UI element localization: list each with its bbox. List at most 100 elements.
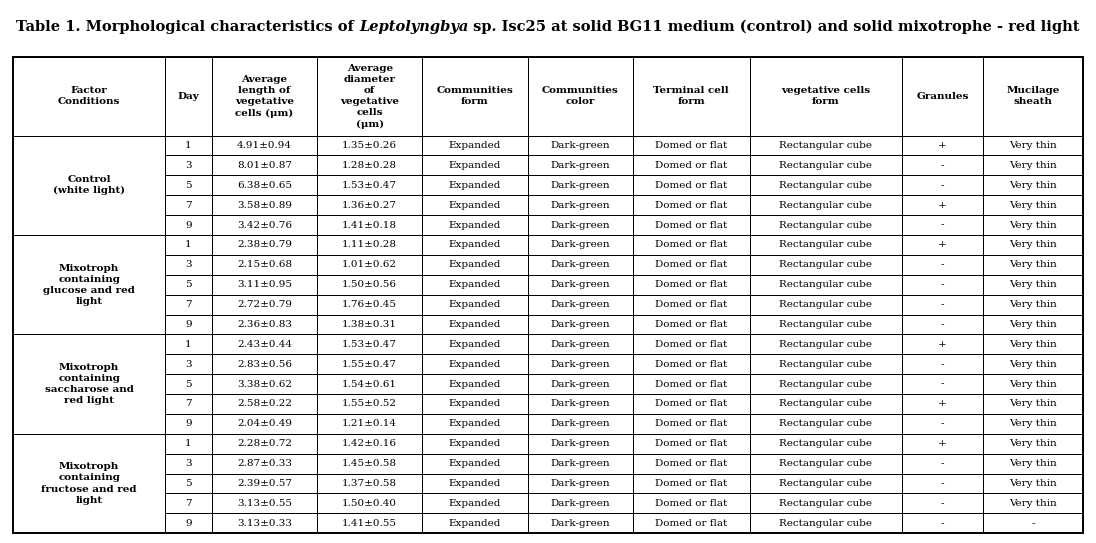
Bar xyxy=(902,374,983,394)
Text: Very thin: Very thin xyxy=(1009,201,1057,210)
Text: Mucilage
sheath: Mucilage sheath xyxy=(1006,86,1060,106)
Text: 1.76±0.45: 1.76±0.45 xyxy=(342,300,397,309)
Bar xyxy=(632,155,750,175)
Text: Domed or flat: Domed or flat xyxy=(655,300,728,309)
Text: Rectangular cube: Rectangular cube xyxy=(779,419,872,428)
Bar xyxy=(422,136,527,155)
Text: Domed or flat: Domed or flat xyxy=(655,280,728,289)
Text: sp. Isc25 at solid BG11 medium (control) and solid mixotrophe - red light: sp. Isc25 at solid BG11 medium (control)… xyxy=(468,20,1080,34)
Bar xyxy=(527,314,632,334)
Bar xyxy=(422,334,527,354)
Text: +: + xyxy=(938,340,947,349)
Text: Rectangular cube: Rectangular cube xyxy=(779,459,872,468)
Bar xyxy=(983,155,1083,175)
Text: Rectangular cube: Rectangular cube xyxy=(779,280,872,289)
Text: 2.28±0.72: 2.28±0.72 xyxy=(237,439,292,449)
Bar xyxy=(317,136,422,155)
Text: 1.36±0.27: 1.36±0.27 xyxy=(342,201,397,210)
Bar xyxy=(317,473,422,494)
Text: Domed or flat: Domed or flat xyxy=(655,499,728,508)
Bar xyxy=(212,235,317,255)
Bar xyxy=(983,454,1083,473)
Text: Very thin: Very thin xyxy=(1009,380,1057,389)
Bar xyxy=(13,57,1083,533)
Text: -: - xyxy=(940,479,945,488)
Bar xyxy=(165,374,212,394)
Text: 1.28±0.28: 1.28±0.28 xyxy=(342,161,397,170)
Bar xyxy=(750,354,902,374)
Text: -: - xyxy=(940,260,945,269)
Text: 2.83±0.56: 2.83±0.56 xyxy=(237,359,292,369)
Bar xyxy=(422,235,527,255)
Text: 3.38±0.62: 3.38±0.62 xyxy=(237,380,292,389)
Bar xyxy=(317,175,422,195)
Bar xyxy=(632,136,750,155)
Text: Expanded: Expanded xyxy=(448,479,501,488)
Text: Domed or flat: Domed or flat xyxy=(655,459,728,468)
Bar xyxy=(902,215,983,235)
Bar xyxy=(422,195,527,215)
Text: 1.50±0.56: 1.50±0.56 xyxy=(342,280,397,289)
Text: Rectangular cube: Rectangular cube xyxy=(779,161,872,170)
Text: Dark-green: Dark-green xyxy=(550,241,610,249)
Text: Rectangular cube: Rectangular cube xyxy=(779,241,872,249)
Text: +: + xyxy=(938,141,947,150)
Text: Table 1. Morphological characteristics of: Table 1. Morphological characteristics o… xyxy=(16,20,359,34)
Text: 1.50±0.40: 1.50±0.40 xyxy=(342,499,397,508)
Bar xyxy=(902,314,983,334)
Text: Rectangular cube: Rectangular cube xyxy=(779,359,872,369)
Bar xyxy=(13,235,165,334)
Text: 2.36±0.83: 2.36±0.83 xyxy=(237,320,292,329)
Text: 2.15±0.68: 2.15±0.68 xyxy=(237,260,292,269)
Text: Very thin: Very thin xyxy=(1009,340,1057,349)
Text: Rectangular cube: Rectangular cube xyxy=(779,181,872,190)
Text: Dark-green: Dark-green xyxy=(550,400,610,408)
Bar xyxy=(983,195,1083,215)
Text: 7: 7 xyxy=(185,201,192,210)
Bar xyxy=(632,473,750,494)
Bar xyxy=(750,513,902,533)
Bar xyxy=(527,235,632,255)
Text: 3.58±0.89: 3.58±0.89 xyxy=(237,201,292,210)
Bar xyxy=(212,136,317,155)
Text: 1.53±0.47: 1.53±0.47 xyxy=(342,181,397,190)
Text: 5: 5 xyxy=(185,280,192,289)
Text: 1.41±0.18: 1.41±0.18 xyxy=(342,220,397,230)
Text: Dark-green: Dark-green xyxy=(550,300,610,309)
Bar xyxy=(632,275,750,295)
Text: +: + xyxy=(938,439,947,449)
Bar xyxy=(632,195,750,215)
Bar xyxy=(902,334,983,354)
Text: Dark-green: Dark-green xyxy=(550,220,610,230)
Text: Dark-green: Dark-green xyxy=(550,201,610,210)
Text: Domed or flat: Domed or flat xyxy=(655,320,728,329)
Bar xyxy=(632,175,750,195)
Text: Very thin: Very thin xyxy=(1009,161,1057,170)
Text: Leptolyngbya: Leptolyngbya xyxy=(359,20,468,34)
Bar xyxy=(750,454,902,473)
Bar xyxy=(632,513,750,533)
Text: Communities
color: Communities color xyxy=(541,86,618,106)
Bar xyxy=(750,374,902,394)
Bar xyxy=(422,57,527,136)
Bar xyxy=(632,215,750,235)
Bar xyxy=(212,394,317,414)
Text: 2.43±0.44: 2.43±0.44 xyxy=(237,340,292,349)
Bar xyxy=(750,57,902,136)
Text: 1.01±0.62: 1.01±0.62 xyxy=(342,260,397,269)
Bar xyxy=(983,394,1083,414)
Bar xyxy=(983,255,1083,275)
Bar xyxy=(212,434,317,454)
Text: -: - xyxy=(940,161,945,170)
Bar xyxy=(212,295,317,314)
Bar xyxy=(212,155,317,175)
Bar xyxy=(632,295,750,314)
Text: Very thin: Very thin xyxy=(1009,439,1057,449)
Bar xyxy=(902,434,983,454)
Text: Granules: Granules xyxy=(916,92,969,101)
Text: Domed or flat: Domed or flat xyxy=(655,439,728,449)
Bar xyxy=(983,513,1083,533)
Text: -: - xyxy=(940,220,945,230)
Bar xyxy=(422,473,527,494)
Text: Dark-green: Dark-green xyxy=(550,320,610,329)
